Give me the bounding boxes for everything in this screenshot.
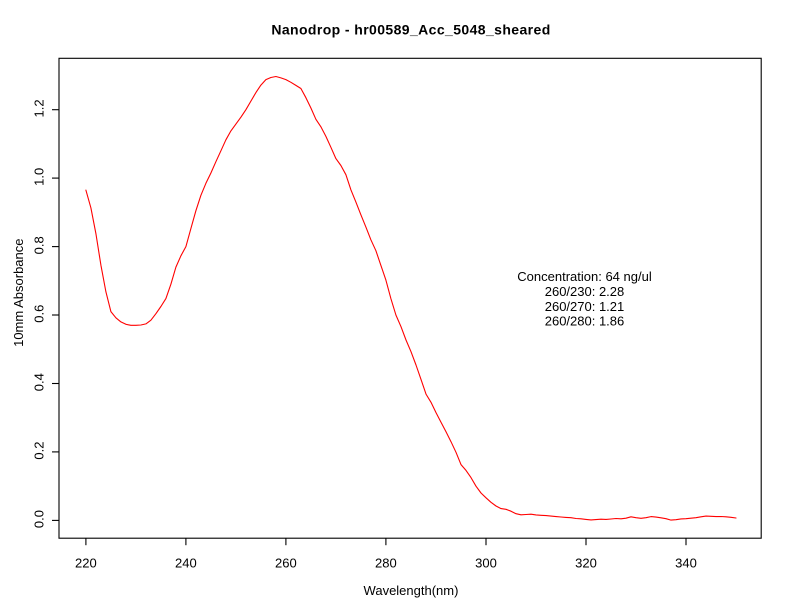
svg-text:0.2: 0.2 [31, 442, 46, 460]
svg-text:0.6: 0.6 [31, 305, 46, 323]
svg-text:260/230: 2.28: 260/230: 2.28 [545, 284, 625, 299]
svg-text:220: 220 [75, 555, 97, 570]
svg-text:240: 240 [175, 555, 197, 570]
svg-text:280: 280 [375, 555, 397, 570]
svg-text:Nanodrop - hr00589_Acc_5048_sh: Nanodrop - hr00589_Acc_5048_sheared [271, 22, 550, 38]
svg-text:260/280: 1.86: 260/280: 1.86 [545, 314, 625, 329]
svg-text:340: 340 [675, 555, 697, 570]
svg-text:260/270: 1.21: 260/270: 1.21 [545, 299, 625, 314]
svg-text:1.0: 1.0 [31, 168, 46, 186]
svg-text:320: 320 [575, 555, 597, 570]
svg-text:300: 300 [475, 555, 497, 570]
svg-text:260: 260 [275, 555, 297, 570]
svg-text:10mm Absorbance: 10mm Absorbance [11, 238, 26, 346]
svg-text:0.8: 0.8 [31, 236, 46, 254]
svg-text:Wavelength(nm): Wavelength(nm) [364, 583, 459, 598]
svg-text:0.4: 0.4 [31, 373, 46, 391]
svg-text:0.0: 0.0 [31, 510, 46, 528]
svg-text:1.2: 1.2 [31, 99, 46, 117]
svg-text:Concentration: 64 ng/ul: Concentration: 64 ng/ul [517, 269, 652, 284]
